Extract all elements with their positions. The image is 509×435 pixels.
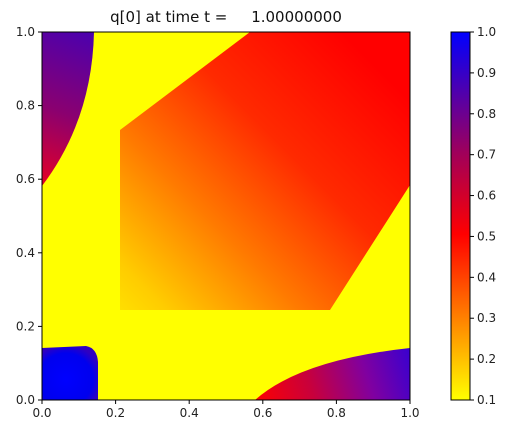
upper-left-wedge-region [42,32,94,186]
y-tick-label: 0.4 [16,246,35,260]
colorbar-tick-label: 0.7 [477,148,496,162]
colorbar-tick-label: 0.4 [477,270,496,284]
colorbar-tick-label: 0.1 [477,393,496,407]
colorbar-tick-label: 1.0 [477,25,496,39]
lower-left-square-region [42,346,98,400]
plot-frame [41,31,411,401]
colorbar-tick-label: 0.2 [477,352,496,366]
y-tick-label: 0.2 [16,319,35,333]
diagonal-band-region [120,32,410,310]
y-tick-label: 0.0 [16,393,35,407]
x-tick-label: 0.6 [253,406,272,420]
colorbar-tick-label: 0.5 [477,229,496,243]
colorbar-axis: 0.1 0.2 0.3 0.4 0.5 0.6 0.7 0.8 0.9 1.0 [470,25,496,407]
y-tick-label: 0.8 [16,99,35,113]
x-tick-label: 0.4 [180,406,199,420]
y-tick-label: 0.6 [16,172,35,186]
y-tick-label: 1.0 [16,25,35,39]
x-tick-label: 0.2 [106,406,125,420]
colorbar-tick-label: 0.9 [477,66,496,80]
chart-title: q[0] at time t = 1.00000000 [110,8,342,26]
colorbar [450,31,471,401]
x-axis: 0.0 0.2 0.4 0.6 0.8 1.0 [32,400,420,420]
colorbar-tick-label: 0.8 [477,107,496,121]
lower-right-wedge-region [255,348,410,400]
x-tick-label: 0.8 [327,406,346,420]
colorbar-tick-label: 0.3 [477,311,496,325]
y-axis: 0.0 0.2 0.4 0.6 0.8 1.0 [16,25,42,407]
plot-area [42,32,410,400]
x-tick-label: 1.0 [400,406,419,420]
colorbar-tick-label: 0.6 [477,189,496,203]
x-tick-label: 0.0 [32,406,51,420]
